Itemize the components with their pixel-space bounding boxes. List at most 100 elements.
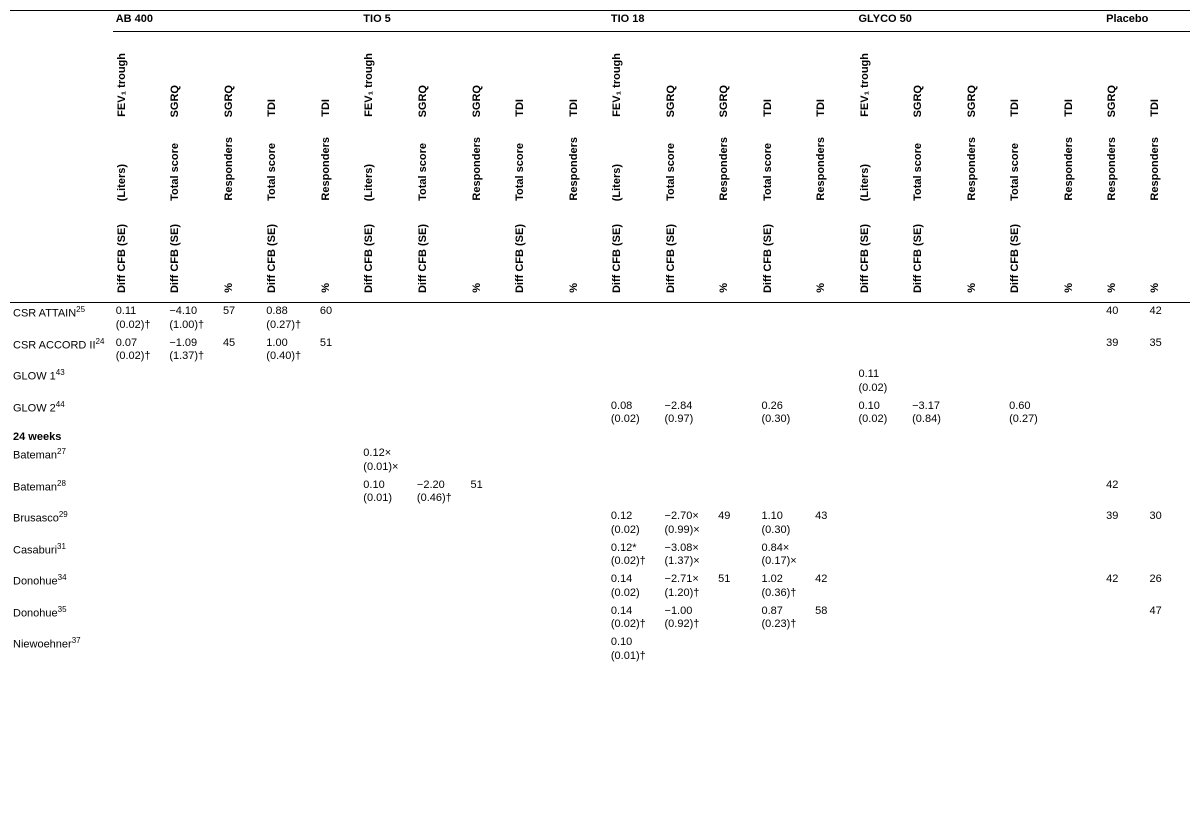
hdr-resp: Responders	[471, 133, 483, 205]
clinical-data-table: AB 400 TIO 5 TIO 18 GLYCO 50 Placebo FEV…	[10, 10, 1190, 666]
data-cell: 60	[317, 303, 360, 335]
table-row: CSR ATTAIN25 0.11(0.02)† −4.10(1.00)† 57…	[10, 303, 1190, 335]
hdr-tdi: TDI	[1063, 95, 1075, 121]
hdr-tdi: TDI	[1149, 95, 1161, 121]
hdr-pct: %	[1149, 279, 1161, 297]
hdr-diff: Diff CFB (SE)	[611, 220, 623, 297]
data-cell: −2.71×(1.20)†	[662, 571, 716, 603]
hdr-resp: Responders	[1149, 133, 1161, 205]
table-row: Bateman27 0.12×(0.01)×	[10, 445, 1190, 477]
hdr-pct: %	[1063, 279, 1075, 297]
data-cell: 1.02(0.36)†	[759, 571, 813, 603]
hdr-diff: Diff CFB (SE)	[514, 220, 526, 297]
study-label: Donohue34	[10, 571, 113, 603]
data-cell: 0.26(0.30)	[759, 398, 813, 430]
data-cell: 42	[1103, 571, 1146, 603]
data-cell: 0.10(0.02)	[856, 398, 910, 430]
table-row: Donohue34 0.14(0.02) −2.71×(1.20)† 51 1.…	[10, 571, 1190, 603]
hdr-liters: (Liters)	[116, 160, 128, 205]
hdr-fev: FEV₁ trough	[611, 49, 623, 121]
hdr-sgrq: SGRQ	[966, 81, 978, 121]
hdr-tdi: TDI	[266, 95, 278, 121]
data-cell: 0.07(0.02)†	[113, 335, 167, 367]
hdr-pct: %	[223, 279, 235, 297]
hdr-liters: (Liters)	[611, 160, 623, 205]
hdr-tdi: TDI	[568, 95, 580, 121]
hdr-diff: Diff CFB (SE)	[912, 220, 924, 297]
data-cell: −2.20(0.46)†	[414, 477, 468, 509]
study-label: Donohue35	[10, 603, 113, 635]
measure-header-row: FEV₁ trough SGRQ SGRQ TDI TDI FEV₁ troug…	[10, 32, 1190, 127]
study-label: GLOW 244	[10, 398, 113, 430]
hdr-total: Total score	[665, 139, 677, 205]
hdr-tdi: TDI	[762, 95, 774, 121]
data-cell: −3.08×(1.37)×	[662, 540, 716, 572]
data-cell: 0.12(0.02)	[608, 508, 662, 540]
group-tio18: TIO 18	[608, 11, 856, 32]
data-cell: 30	[1146, 508, 1190, 540]
data-cell: 26	[1146, 571, 1190, 603]
hdr-tdi: TDI	[815, 95, 827, 121]
data-cell: 39	[1103, 508, 1146, 540]
group-ab400: AB 400	[113, 11, 361, 32]
hdr-diff: Diff CFB (SE)	[1009, 220, 1021, 297]
data-cell: 0.14(0.02)†	[608, 603, 662, 635]
hdr-pct: %	[718, 279, 730, 297]
table-row: Niewoehner37 0.10(0.01)†	[10, 634, 1190, 666]
hdr-fev: FEV₁ trough	[363, 49, 375, 121]
group-tio5: TIO 5	[360, 11, 608, 32]
hdr-sgrq: SGRQ	[223, 81, 235, 121]
hdr-total: Total score	[169, 139, 181, 205]
table-row: Casaburi31 0.12*(0.02)† −3.08×(1.37)× 0.…	[10, 540, 1190, 572]
data-cell: 57	[220, 303, 263, 335]
hdr-diff: Diff CFB (SE)	[116, 220, 128, 297]
data-cell: 0.87(0.23)†	[759, 603, 813, 635]
hdr-diff: Diff CFB (SE)	[363, 220, 375, 297]
data-cell: −3.17(0.84)	[909, 398, 963, 430]
study-label: CSR ATTAIN25	[10, 303, 113, 335]
study-label: GLOW 143	[10, 366, 113, 398]
hdr-pct: %	[568, 279, 580, 297]
hdr-resp: Responders	[568, 133, 580, 205]
hdr-pct: %	[966, 279, 978, 297]
hdr-total: Total score	[417, 139, 429, 205]
group-glyco50: GLYCO 50	[856, 11, 1104, 32]
data-cell: −2.84(0.97)	[662, 398, 716, 430]
study-label: Casaburi31	[10, 540, 113, 572]
table-row: Bateman28 0.10(0.01) −2.20(0.46)† 51 42	[10, 477, 1190, 509]
hdr-resp: Responders	[1063, 133, 1075, 205]
hdr-diff: Diff CFB (SE)	[859, 220, 871, 297]
study-label: Bateman28	[10, 477, 113, 509]
hdr-diff: Diff CFB (SE)	[762, 220, 774, 297]
unit-header-row: (Liters) Total score Responders Total sc…	[10, 126, 1190, 210]
hdr-resp: Responders	[1106, 133, 1118, 205]
hdr-fev: FEV₁ trough	[859, 49, 871, 121]
hdr-liters: (Liters)	[363, 160, 375, 205]
data-cell: 42	[812, 571, 855, 603]
data-cell: 58	[812, 603, 855, 635]
table-row: Donohue35 0.14(0.02)† −1.00(0.92)† 0.87(…	[10, 603, 1190, 635]
data-cell: 0.12*(0.02)†	[608, 540, 662, 572]
table-row: CSR ACCORD II24 0.07(0.02)† −1.09(1.37)†…	[10, 335, 1190, 367]
hdr-total: Total score	[1009, 139, 1021, 205]
hdr-sgrq: SGRQ	[1106, 81, 1118, 121]
data-cell: 35	[1146, 335, 1190, 367]
data-cell: 51	[317, 335, 360, 367]
data-cell: −4.10(1.00)†	[166, 303, 220, 335]
study-label: Brusasco29	[10, 508, 113, 540]
data-cell: 1.00(0.40)†	[263, 335, 317, 367]
group-placebo: Placebo	[1103, 11, 1190, 32]
hdr-resp: Responders	[320, 133, 332, 205]
hdr-sgrq: SGRQ	[471, 81, 483, 121]
hdr-total: Total score	[762, 139, 774, 205]
hdr-total: Total score	[514, 139, 526, 205]
data-cell: 45	[220, 335, 263, 367]
hdr-pct: %	[815, 279, 827, 297]
hdr-tdi: TDI	[320, 95, 332, 121]
data-cell: 0.11(0.02)	[856, 366, 910, 398]
data-cell: 0.08(0.02)	[608, 398, 662, 430]
section-row: 24 weeks	[10, 429, 1190, 445]
table-row: Brusasco29 0.12(0.02) −2.70×(0.99)× 49 1…	[10, 508, 1190, 540]
study-label: CSR ACCORD II24	[10, 335, 113, 367]
data-cell: 0.10(0.01)	[360, 477, 414, 509]
